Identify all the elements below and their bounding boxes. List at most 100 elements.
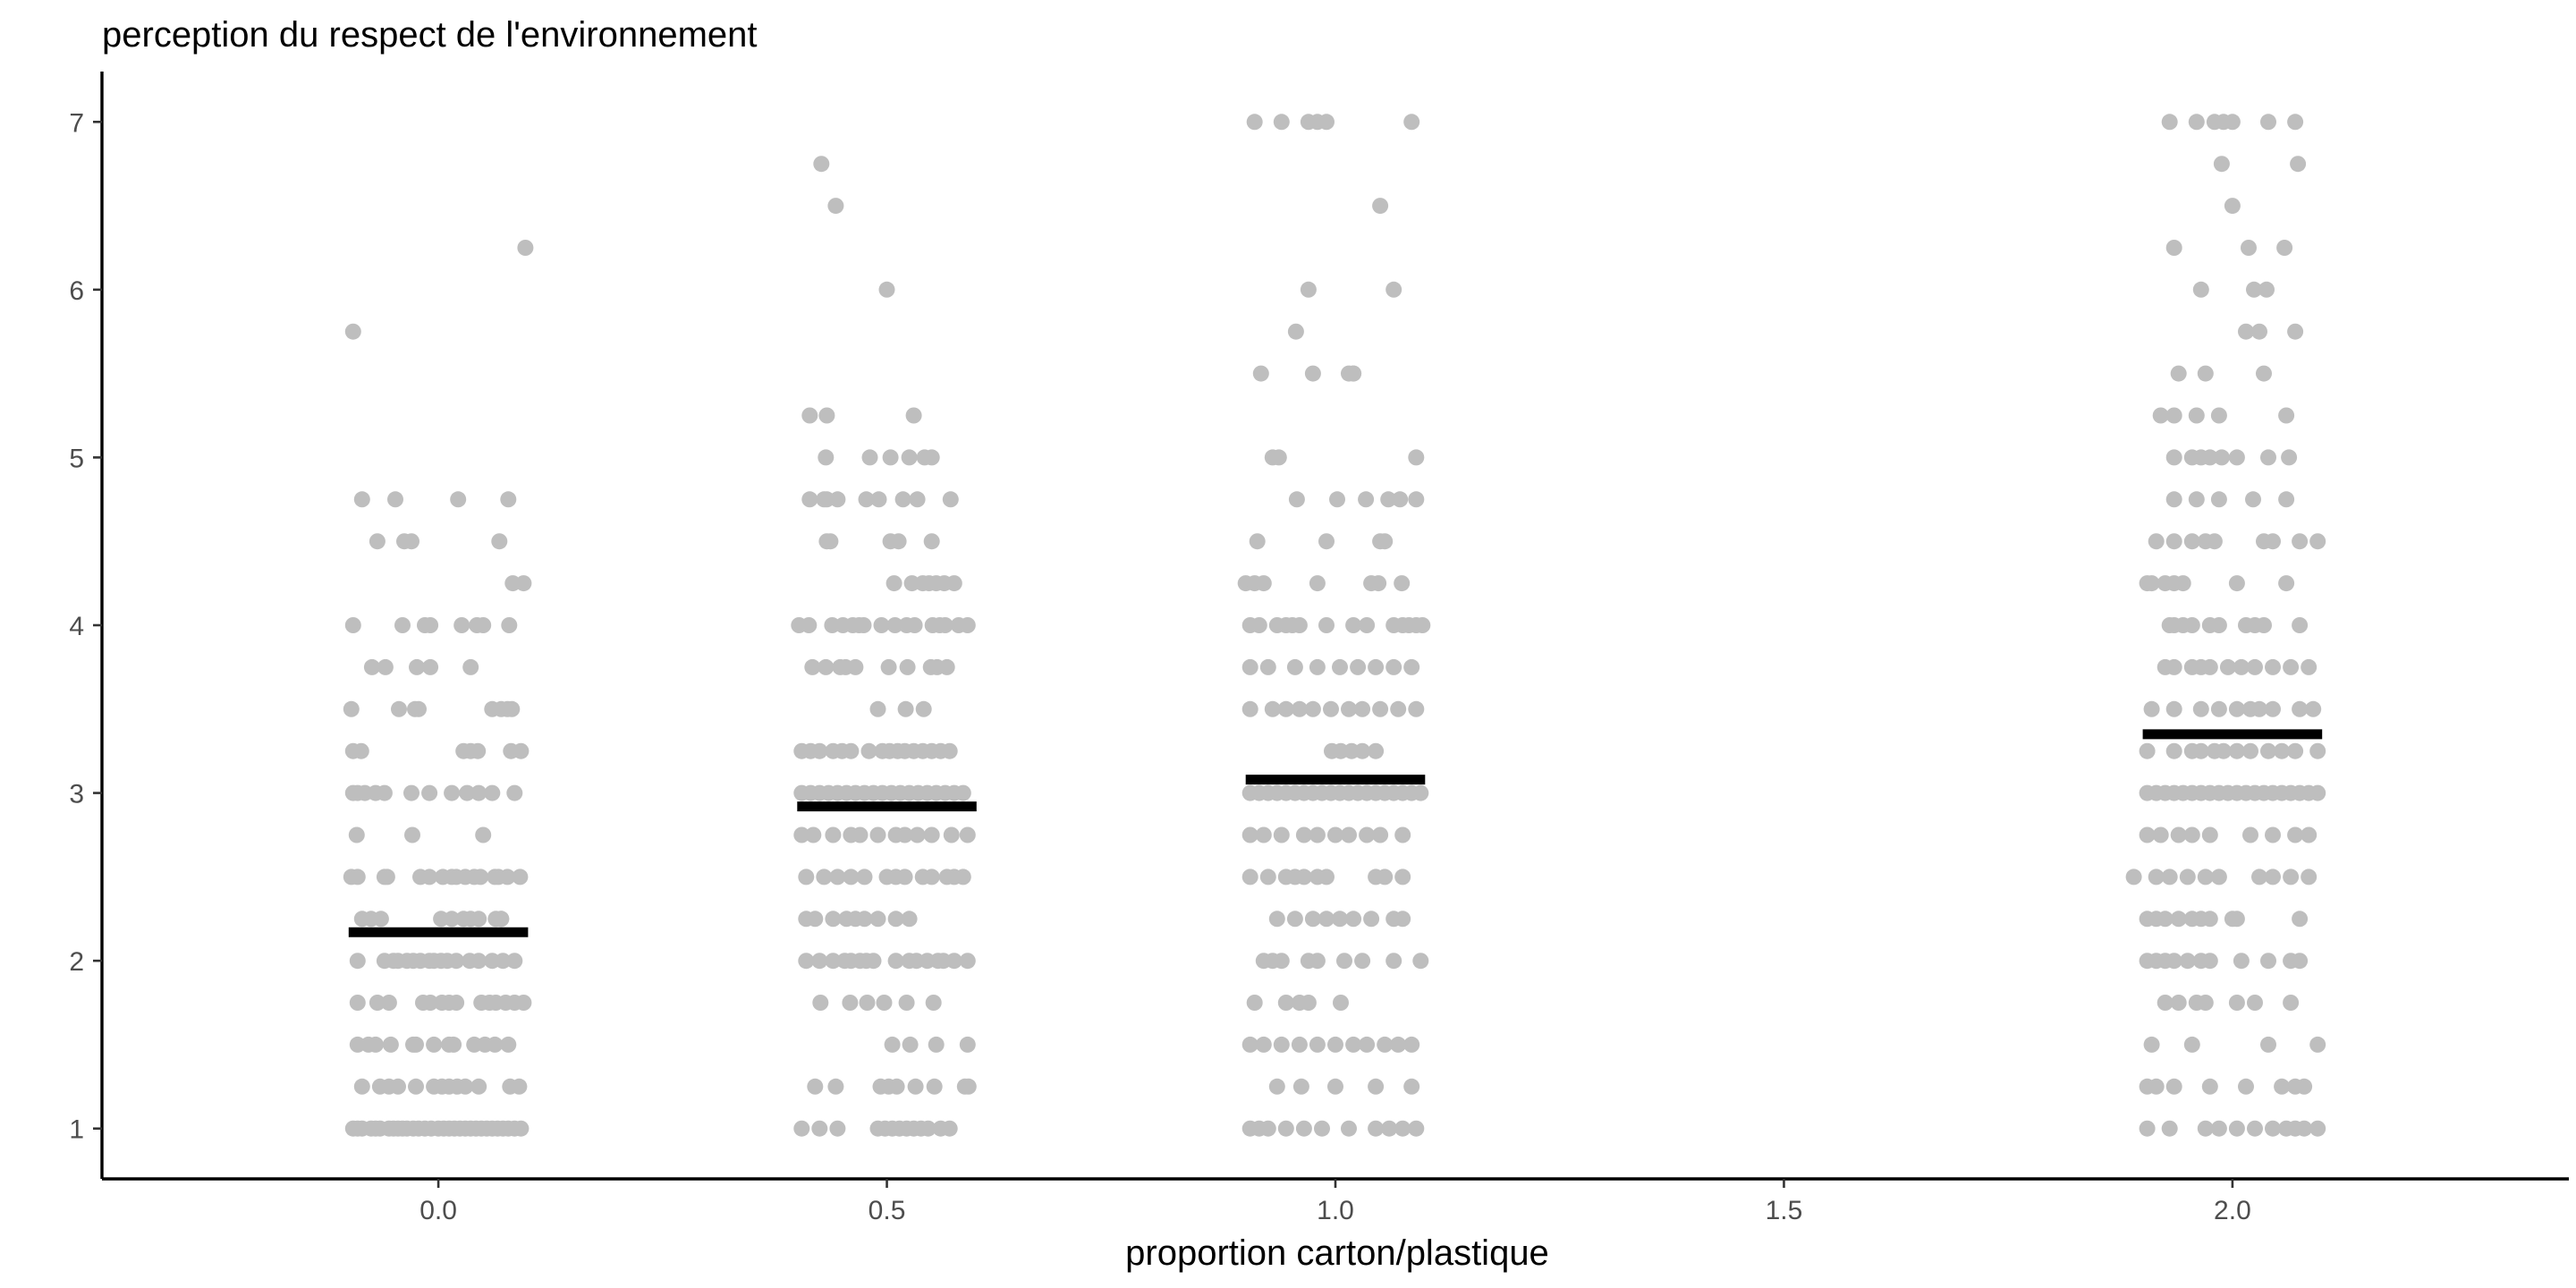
data-point xyxy=(1246,995,1263,1011)
data-point xyxy=(2292,700,2309,717)
data-point xyxy=(2139,1120,2156,1137)
data-point xyxy=(394,617,411,633)
data-point xyxy=(1354,700,1371,717)
data-point xyxy=(1333,995,1349,1011)
data-point xyxy=(470,1078,487,1095)
data-point xyxy=(470,911,487,928)
data-point xyxy=(856,869,873,886)
data-point xyxy=(444,911,461,928)
data-point xyxy=(878,281,895,298)
data-point xyxy=(816,869,833,886)
data-point xyxy=(387,491,403,508)
data-point xyxy=(2247,995,2263,1011)
data-point xyxy=(444,784,461,801)
data-point xyxy=(2260,1036,2276,1053)
data-point xyxy=(1412,953,1429,970)
data-point xyxy=(472,869,489,886)
data-point xyxy=(344,617,361,633)
data-point xyxy=(1368,1078,1385,1095)
data-point xyxy=(2192,742,2209,759)
data-point xyxy=(884,1036,901,1053)
data-point xyxy=(2197,869,2214,886)
data-point xyxy=(869,826,886,843)
data-point xyxy=(890,533,907,550)
data-point xyxy=(2274,742,2291,759)
data-point xyxy=(2228,1120,2245,1137)
data-point xyxy=(1273,826,1290,843)
data-point xyxy=(1377,533,1394,550)
data-point xyxy=(1403,1036,1420,1053)
data-point xyxy=(843,869,860,886)
data-point xyxy=(813,156,830,173)
data-point xyxy=(954,784,971,801)
data-point xyxy=(825,911,842,928)
data-point xyxy=(2161,1120,2178,1137)
data-point xyxy=(2183,617,2200,633)
data-point xyxy=(1394,575,1411,592)
data-point xyxy=(2148,869,2165,886)
data-point xyxy=(1241,1036,1258,1053)
data-point xyxy=(2238,1078,2254,1095)
data-point xyxy=(1414,617,1431,633)
data-point xyxy=(353,491,370,508)
data-point xyxy=(1359,1036,1376,1053)
data-point xyxy=(2292,911,2309,928)
y-tick-label: 3 xyxy=(69,780,84,809)
data-point xyxy=(391,700,407,717)
data-point xyxy=(2296,1078,2313,1095)
data-point xyxy=(2251,323,2267,340)
data-point xyxy=(470,784,487,801)
data-point xyxy=(1273,953,1290,970)
data-point xyxy=(1332,911,1348,928)
data-point xyxy=(349,869,366,886)
data-point xyxy=(506,953,523,970)
data-point xyxy=(1377,869,1394,886)
data-point xyxy=(923,449,940,466)
data-point xyxy=(1300,281,1317,298)
data-point xyxy=(484,784,501,801)
data-point xyxy=(2278,407,2295,424)
data-point xyxy=(2283,658,2300,675)
data-point xyxy=(372,911,389,928)
data-point xyxy=(349,953,366,970)
data-point xyxy=(941,742,958,759)
data-point xyxy=(2170,995,2187,1011)
data-point xyxy=(2233,953,2250,970)
data-point xyxy=(894,491,911,508)
data-point xyxy=(2309,784,2326,801)
data-point xyxy=(843,742,860,759)
data-point xyxy=(1329,491,1345,508)
data-point xyxy=(2287,323,2304,340)
data-point xyxy=(421,869,438,886)
data-point xyxy=(1394,869,1411,886)
x-axis-title: proportion carton/plastique xyxy=(1125,1233,1549,1273)
data-point xyxy=(2165,449,2182,466)
data-point xyxy=(804,658,821,675)
data-point xyxy=(827,1078,844,1095)
data-point xyxy=(2283,995,2300,1011)
data-point xyxy=(2143,1036,2160,1053)
data-point xyxy=(829,1120,846,1137)
y-axis-ticks: 1 2 3 4 5 6 7 xyxy=(69,108,102,1145)
data-point xyxy=(1345,365,1362,382)
data-point xyxy=(2179,953,2196,970)
data-point xyxy=(1341,826,1357,843)
data-point xyxy=(888,1078,905,1095)
data-point xyxy=(1392,491,1409,508)
data-point xyxy=(459,784,476,801)
data-point xyxy=(811,1120,828,1137)
data-point xyxy=(1381,1120,1398,1137)
data-point xyxy=(504,700,521,717)
data-point xyxy=(945,953,962,970)
data-point xyxy=(1368,742,1385,759)
data-point xyxy=(2183,533,2200,550)
data-point xyxy=(1354,953,1371,970)
data-point xyxy=(941,1120,958,1137)
data-point xyxy=(2242,826,2258,843)
data-point xyxy=(942,491,959,508)
data-point xyxy=(2165,407,2182,424)
data-point xyxy=(1259,869,1276,886)
data-point xyxy=(500,1036,517,1053)
data-point xyxy=(886,575,902,592)
data-point xyxy=(925,995,942,1011)
